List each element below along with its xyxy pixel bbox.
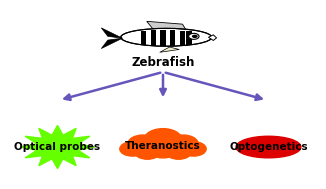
Circle shape (144, 129, 182, 150)
Circle shape (147, 140, 179, 158)
Polygon shape (101, 38, 123, 49)
Circle shape (189, 33, 199, 39)
Text: Zebrafish: Zebrafish (131, 56, 195, 69)
Polygon shape (20, 125, 95, 169)
Ellipse shape (236, 136, 301, 158)
Polygon shape (130, 139, 196, 155)
Polygon shape (101, 28, 123, 38)
Circle shape (128, 135, 158, 152)
Ellipse shape (121, 28, 212, 46)
Polygon shape (141, 31, 146, 45)
Text: Optical probes: Optical probes (14, 142, 100, 152)
Polygon shape (170, 30, 175, 46)
Polygon shape (208, 35, 216, 40)
Circle shape (168, 135, 198, 152)
Circle shape (166, 144, 192, 159)
Text: Optogenetics: Optogenetics (229, 142, 308, 152)
Circle shape (192, 35, 198, 38)
Polygon shape (180, 31, 185, 46)
Polygon shape (186, 31, 192, 45)
Polygon shape (147, 21, 186, 29)
Circle shape (120, 142, 144, 156)
Polygon shape (151, 30, 156, 46)
Text: Theranostics: Theranostics (125, 141, 201, 151)
Polygon shape (160, 30, 166, 46)
Circle shape (134, 144, 160, 159)
Circle shape (182, 142, 206, 156)
Polygon shape (160, 47, 179, 52)
